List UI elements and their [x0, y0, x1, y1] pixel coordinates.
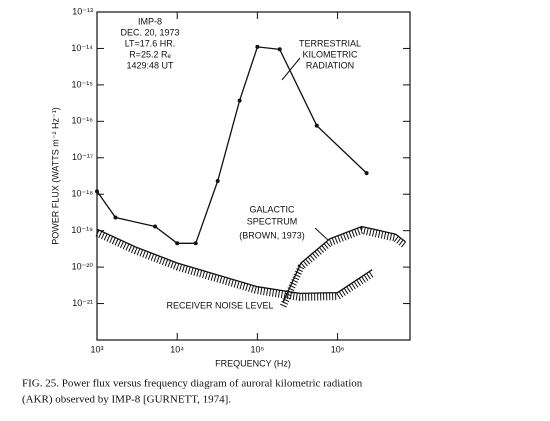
y-tick-label: 10⁻¹⁶	[72, 116, 94, 126]
data-point	[255, 44, 260, 49]
y-tick-label: 10⁻¹⁵	[72, 79, 94, 89]
series-line	[96, 46, 368, 244]
y-tick-label: 10⁻¹⁹	[71, 225, 93, 235]
annotation: SPECTRUM	[247, 216, 298, 226]
y-tick-label: 10⁻¹⁴	[71, 43, 93, 53]
caption: (AKR) observed by IMP-8 [GURNETT, 1974].	[22, 394, 231, 406]
data-point	[193, 241, 198, 246]
annotation: R=25.2 Rₑ	[129, 49, 171, 59]
hatch	[95, 230, 375, 301]
y-tick-label: 10⁻¹⁷	[72, 152, 93, 162]
x-tick-label: 10⁶	[331, 344, 345, 354]
caption: FIG. 25. Power flux versus frequency dia…	[22, 378, 363, 390]
data-point	[95, 189, 99, 194]
x-tick-label: 10⁵	[251, 344, 265, 354]
data-point	[175, 241, 180, 246]
series-line	[282, 225, 406, 303]
annotation: KILOMETRIC	[302, 49, 358, 59]
data-point	[113, 215, 118, 220]
x-axis-label: FREQUENCY (Hz)	[215, 358, 291, 368]
y-tick-label: 10⁻²¹	[72, 298, 93, 308]
annotation: LT=17.6 HR.	[125, 38, 176, 48]
data-point	[364, 171, 369, 176]
pointer	[281, 57, 301, 81]
plot-frame	[96, 11, 411, 341]
y-axis-label: POWER FLUX (WATTS m⁻² Hz⁻¹)	[50, 107, 60, 245]
x-tick-label: 10⁴	[170, 344, 184, 354]
annotation: RECEIVER NOISE LEVEL	[166, 300, 273, 310]
y-tick-label: 10⁻¹³	[72, 6, 93, 16]
data-point	[153, 224, 158, 229]
y-tick-label: 10⁻¹⁸	[71, 189, 93, 199]
x-tick-label: 10³	[90, 344, 103, 354]
series-line	[96, 228, 373, 295]
annotation: DEC. 20, 1973	[120, 27, 179, 37]
data-point	[237, 98, 242, 103]
annotation: (BROWN, 1973)	[239, 230, 305, 240]
data-point	[277, 47, 282, 52]
annotation: IMP-8	[138, 16, 162, 26]
annotation: GALACTIC	[249, 204, 295, 214]
data-point	[215, 179, 220, 184]
pointer	[314, 227, 329, 241]
annotation: TERRESTRIAL	[299, 38, 361, 48]
annotation: RADIATION	[306, 60, 354, 70]
data-point	[314, 123, 319, 128]
annotation: 1429:48 UT	[126, 60, 174, 70]
y-tick-label: 10⁻²⁰	[72, 261, 94, 271]
